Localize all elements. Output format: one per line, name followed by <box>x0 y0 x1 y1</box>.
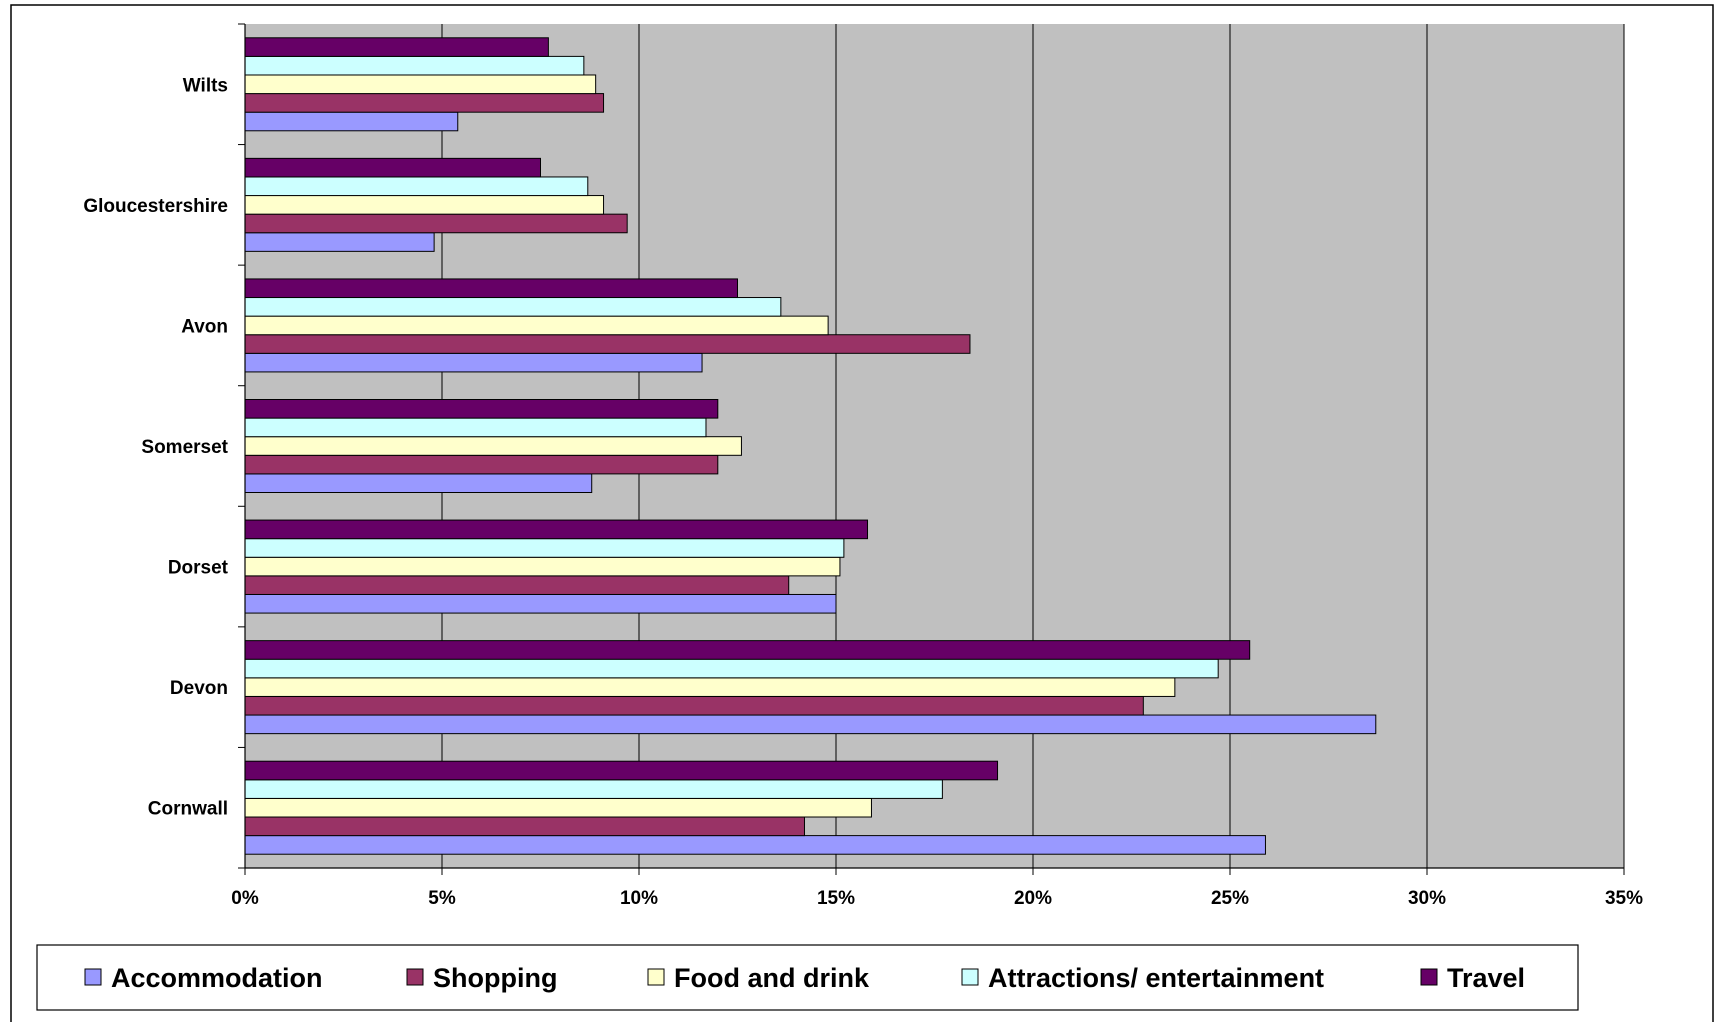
bar-shopping <box>244 213 628 234</box>
bar-shopping <box>244 816 805 837</box>
bar-travel <box>244 640 1251 660</box>
bar-travel <box>244 399 719 419</box>
bar-shopping <box>244 93 605 113</box>
category-label: Dorset <box>168 558 229 579</box>
legend-swatch <box>1420 968 1438 986</box>
legend-box <box>36 944 1579 1011</box>
bar-travel <box>244 37 549 57</box>
x-tick-label: 10% <box>620 888 658 909</box>
bar-shopping <box>244 454 719 475</box>
x-axis-tick-labels: 0% 5% 10% 15% 20% 25% 30% 35% <box>231 888 1643 909</box>
bar-travel <box>244 157 541 178</box>
legend-label: Accommodation <box>111 963 323 993</box>
category-label: Somerset <box>141 437 228 458</box>
bar-accommodation <box>244 593 837 614</box>
legend-swatch <box>406 968 424 986</box>
legend: Accommodation Shopping Food and drink Attra… <box>36 944 1579 1011</box>
bar-food-and-drink <box>244 556 841 577</box>
x-tick-label: 25% <box>1211 888 1249 909</box>
bar-shopping <box>244 695 1144 716</box>
legend-label: Food and drink <box>674 963 870 993</box>
category-label: Gloucestershire <box>83 196 228 217</box>
bar-travel <box>244 760 999 781</box>
bar-attractions-entertainment <box>244 779 943 799</box>
bar-accommodation <box>244 111 459 132</box>
bar-attractions-entertainment <box>244 538 845 558</box>
category-labels: Wilts Gloucestershire Avon Somerset Dorset De… <box>83 75 228 819</box>
legend-swatch <box>647 968 665 986</box>
bar-food-and-drink <box>244 195 605 215</box>
bar-food-and-drink <box>244 677 1176 697</box>
axes <box>238 23 1625 875</box>
bar-attractions-entertainment <box>244 658 1219 679</box>
bar-attractions-entertainment <box>244 297 782 317</box>
bar-accommodation <box>244 714 1377 735</box>
bar-food-and-drink <box>244 436 742 456</box>
bar-accommodation <box>244 352 703 373</box>
x-tick-label: 15% <box>817 888 855 909</box>
bar-food-and-drink <box>244 74 597 95</box>
x-tick-label: 30% <box>1408 888 1446 909</box>
x-tick-label: 5% <box>428 888 456 909</box>
category-label: Avon <box>181 316 228 337</box>
category-label: Wilts <box>183 75 228 96</box>
x-tick-label: 0% <box>231 888 259 909</box>
category-label: Devon <box>170 678 228 699</box>
bar-attractions-entertainment <box>244 55 585 76</box>
bar-accommodation <box>244 232 435 252</box>
bar-shopping <box>244 334 971 354</box>
category-label: Cornwall <box>148 799 228 820</box>
bar-accommodation <box>244 473 593 493</box>
bar-travel <box>244 519 869 540</box>
bar-food-and-drink <box>244 797 872 818</box>
bar-attractions-entertainment <box>244 176 589 197</box>
bar-attractions-entertainment <box>244 417 707 438</box>
legend-swatch <box>961 968 979 986</box>
bar-shopping <box>244 575 790 595</box>
x-tick-label: 35% <box>1605 888 1643 909</box>
bar-food-and-drink <box>244 315 829 336</box>
legend-label: Shopping <box>433 963 557 993</box>
legend-swatch <box>84 968 102 986</box>
bar-travel <box>244 278 738 299</box>
bar-accommodation <box>244 835 1266 855</box>
x-tick-label: 20% <box>1014 888 1052 909</box>
legend-label: Travel <box>1447 963 1525 993</box>
bars <box>244 37 1377 855</box>
legend-label: Attractions/ entertainment <box>988 963 1324 993</box>
